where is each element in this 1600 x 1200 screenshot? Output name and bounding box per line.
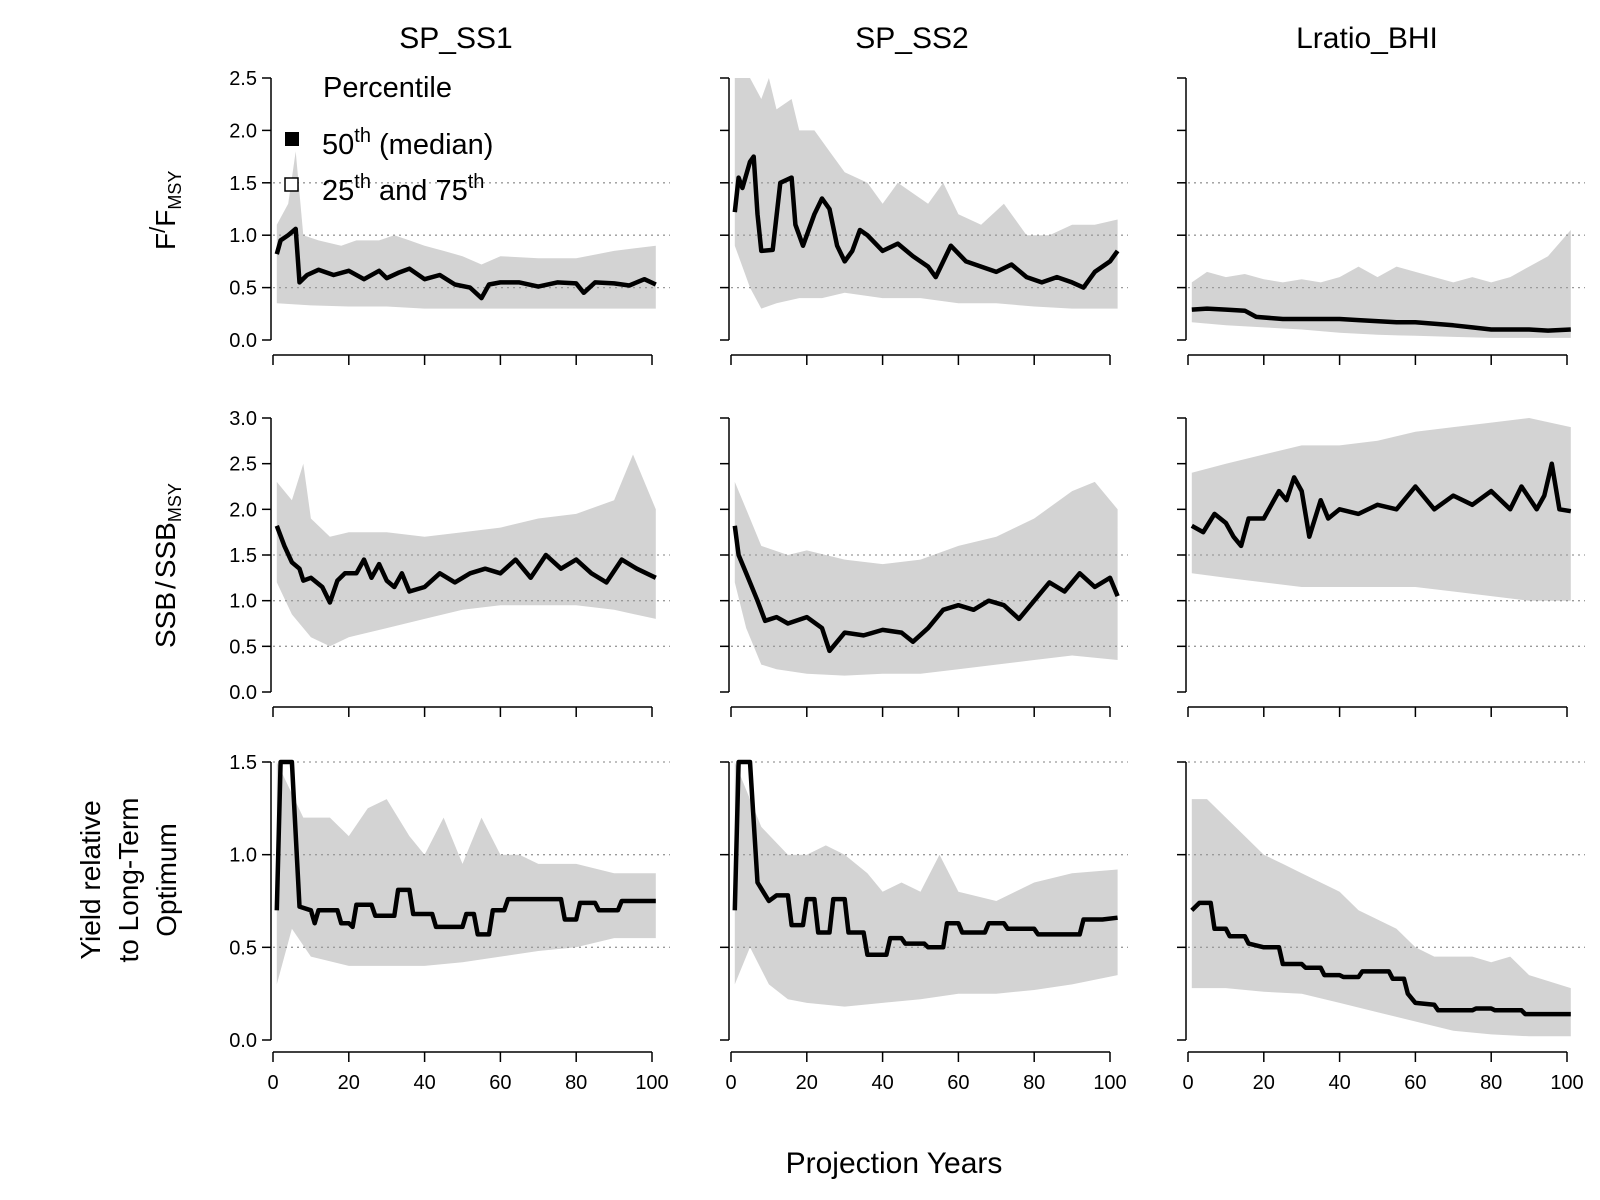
column-title-sp-ss1: SP_SS1	[399, 22, 512, 55]
panel-r1-c2	[720, 77, 1128, 365]
panel-r3-c1: 0.0 0.5 1.0 1.5 0 20 40 60 80 100	[229, 752, 670, 1094]
y-tick-label: 1.5	[229, 752, 257, 774]
legend-median-sup: th	[354, 125, 371, 147]
x-tick-label: 80	[1480, 1072, 1502, 1094]
ylabel-slash-2: /	[150, 581, 181, 589]
x-tick-label: 100	[1093, 1072, 1126, 1094]
row-3-y-axis-label-line-1: Yield relative	[75, 800, 106, 959]
panel-r2-c1: 0.0 0.5 1.0 1.5 2.0 2.5 3.0	[229, 408, 670, 717]
legend-quartile-swatch	[284, 177, 299, 192]
y-tick-label: 1.5	[229, 173, 257, 195]
panel-r1-c1: 0.0 0.5 1.0 1.5 2.0 2.5	[229, 68, 670, 365]
x-tick-label: 20	[1253, 1072, 1275, 1094]
ylabel-msy-subscript: MSY	[165, 171, 185, 210]
x-tick-label: 60	[1404, 1072, 1426, 1094]
percentile-band	[1191, 418, 1571, 601]
x-tick-label: 100	[1550, 1072, 1583, 1094]
y-tick-label: 1.0	[229, 225, 257, 247]
x-tick-label: 60	[489, 1072, 511, 1094]
panel-r3-c3: 0 20 40 60 80 100	[1177, 761, 1585, 1094]
percentile-band	[1191, 230, 1571, 338]
panel-r3-c2: 0 20 40 60 80 100	[720, 759, 1128, 1094]
y-tick-label: 0.5	[229, 636, 257, 658]
y-tick-label: 0.0	[229, 1030, 257, 1052]
legend-quartile-label: 25th and 75th	[322, 171, 484, 207]
x-tick-label: 100	[635, 1072, 668, 1094]
legend-median-rest: (median)	[371, 129, 494, 161]
legend-median-label: 50th (median)	[322, 125, 493, 161]
x-tick-label: 80	[565, 1072, 587, 1094]
x-tick-label: 40	[1328, 1072, 1350, 1094]
median-line	[1190, 900, 1571, 1017]
x-tick-label: 40	[871, 1072, 893, 1094]
legend-q-sup2: th	[468, 171, 485, 193]
median-line	[732, 759, 1118, 957]
y-tick-label: 0.0	[229, 330, 257, 352]
median-line	[274, 226, 657, 301]
y-tick-label: 1.5	[229, 545, 257, 567]
row-3-y-axis-label-line-3: Optimum	[151, 823, 182, 937]
panel-r1-c3	[1177, 77, 1585, 365]
y-tick-label: 0.5	[229, 278, 257, 300]
ylabel-slash: /	[145, 226, 170, 233]
median-line	[1190, 461, 1572, 549]
panel-r2-c2	[720, 417, 1128, 717]
x-axis-label: Projection Years	[786, 1147, 1003, 1180]
row-1-y-axis-label: F/FMSY	[145, 171, 185, 250]
percentile-band	[734, 762, 1118, 1007]
column-title-lratio-bhi: Lratio_BHI	[1296, 22, 1438, 55]
legend-title: Percentile	[323, 72, 452, 104]
y-tick-label: 1.0	[229, 591, 257, 613]
legend-q-mid: and 75	[371, 175, 468, 207]
ylabel-ssb: SSB	[150, 592, 181, 648]
x-tick-label: 0	[725, 1072, 736, 1094]
median-line	[732, 154, 1120, 290]
percentile-band	[734, 78, 1118, 309]
x-tick-label: 0	[267, 1072, 278, 1094]
y-tick-label: 2.0	[229, 120, 257, 142]
x-tick-label: 20	[338, 1072, 360, 1094]
ylabel-ssb-2: SSB	[150, 522, 181, 578]
y-tick-label: 1.0	[229, 845, 257, 867]
y-tick-label: 0.5	[229, 937, 257, 959]
percentile-band	[276, 151, 656, 309]
row-3-y-axis-label-line-2: to Long-Term	[113, 798, 144, 963]
panel-r2-c3	[1177, 417, 1585, 717]
legend-median-swatch	[285, 132, 299, 146]
ylabel-msy-subscript-2: MSY	[165, 483, 185, 522]
ylabel-f-2: F	[150, 210, 181, 227]
percentile-band	[276, 762, 656, 985]
x-tick-label: 20	[796, 1072, 818, 1094]
y-tick-label: 2.5	[229, 454, 257, 476]
ylabel-f: F	[150, 233, 181, 250]
y-tick-label: 2.5	[229, 68, 257, 90]
x-tick-label: 60	[947, 1072, 969, 1094]
median-line	[274, 759, 656, 937]
column-title-sp-ss2: SP_SS2	[855, 22, 968, 55]
row-2-y-axis-label: SSB/SSBMSY	[150, 483, 185, 648]
percentile-band	[734, 481, 1118, 676]
median-line	[732, 525, 1120, 654]
y-tick-label: 3.0	[229, 408, 257, 430]
x-tick-label: 40	[413, 1072, 435, 1094]
y-tick-label: 0.0	[229, 682, 257, 704]
x-tick-label: 0	[1182, 1072, 1193, 1094]
percentile-band	[276, 454, 656, 647]
legend-q-sup1: th	[354, 171, 371, 193]
median-line	[274, 525, 657, 605]
legend-median-base: 50	[322, 129, 354, 161]
percentile-band	[1191, 799, 1571, 1037]
legend: Percentile 50th (median) 25th and 75th	[284, 72, 493, 207]
x-tick-label: 80	[1023, 1072, 1045, 1094]
legend-q-base1: 25	[322, 175, 354, 207]
y-tick-label: 2.0	[229, 499, 257, 521]
median-line	[1191, 306, 1571, 333]
